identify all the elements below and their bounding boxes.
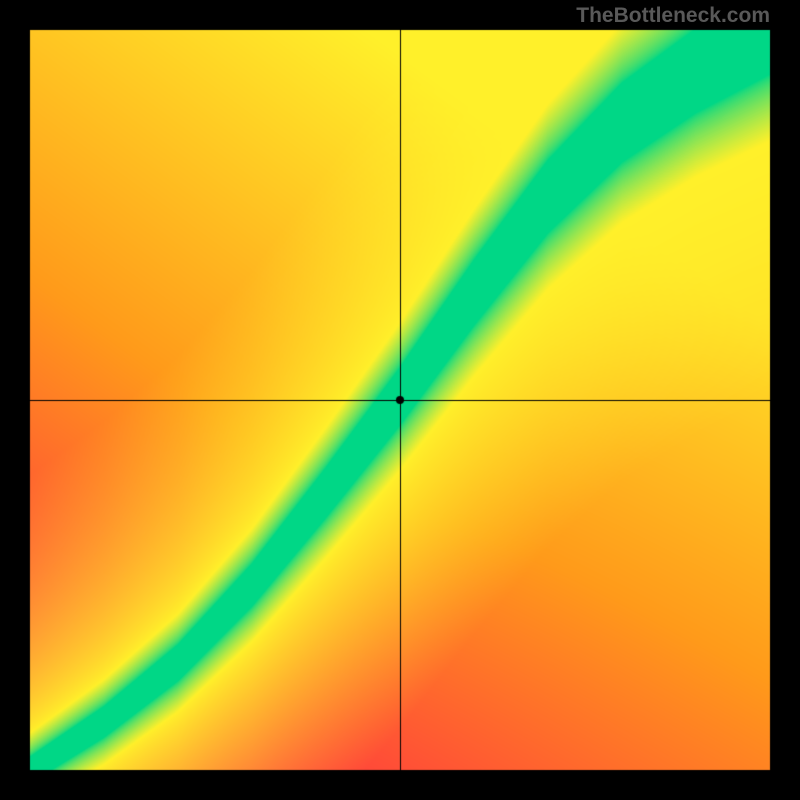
watermark-text: TheBottleneck.com bbox=[576, 4, 770, 28]
bottleneck-heatmap bbox=[0, 0, 800, 800]
chart-container: TheBottleneck.com bbox=[0, 0, 800, 800]
